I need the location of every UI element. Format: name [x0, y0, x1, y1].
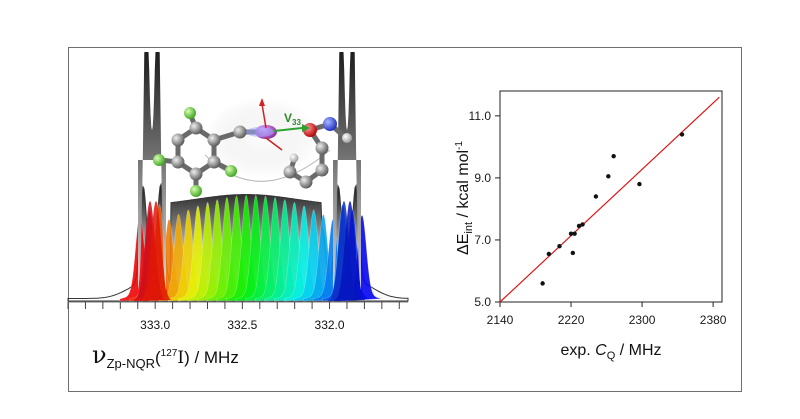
- spectrum-tick-label: 332.5: [227, 318, 257, 332]
- scatter-point: [611, 153, 616, 159]
- scatter-y-tick-label: 9.0: [474, 171, 491, 185]
- scatter-y-tick-label: 11.0: [469, 109, 492, 123]
- scatter-y-tick-label: 7.0: [474, 233, 491, 247]
- spectrum-edge-peak: [140, 201, 172, 301]
- spectrum-area-layers: [67, 52, 409, 302]
- red-axis-arrow: [261, 103, 267, 129]
- scatter-x-tick-label: 2380: [700, 313, 727, 327]
- scatter-y-axis-label: ΔEint / kcal mol-1: [454, 141, 475, 255]
- spectrum-x-axis-label: νZp-NQR(127I) / MHz: [92, 341, 239, 371]
- scatter-point: [568, 231, 574, 236]
- scatter-x-axis-label: exp. CQ / MHz: [560, 342, 661, 362]
- scatter-x-tick-label: 2140: [487, 313, 514, 327]
- scatter-points: [540, 132, 685, 286]
- nitrogen-atom: [323, 117, 337, 131]
- spectrum-tick-label: 333.0: [140, 318, 170, 332]
- scatter-point: [679, 132, 685, 137]
- scatter-point: [593, 194, 599, 199]
- scatter-point: [572, 231, 577, 236]
- v33-arrow: [273, 127, 303, 132]
- scatter-plot-area: [499, 90, 723, 303]
- scatter-point: [540, 281, 545, 286]
- v33-arrowhead: [302, 124, 310, 132]
- spectrum-right-horn: [333, 52, 361, 291]
- spectrum-edge-peak: [334, 201, 366, 301]
- scatter-point: [557, 243, 562, 249]
- scatter-point: [546, 251, 552, 257]
- scatter-y-tick-label: 5.0: [474, 295, 491, 309]
- scatter-x-tick-label: 2300: [629, 313, 656, 327]
- scatter-panel: 2140 2220 2300 2380 5.0 7.0 9.0 11.0 exp. CQ / …: [454, 90, 727, 362]
- scatter-ticks: 2140 2220 2300 2380 5.0 7.0 9.0 11.0: [469, 109, 727, 327]
- scatter-x-tick-label: 2220: [558, 313, 585, 327]
- scatter-point: [570, 250, 576, 256]
- spectrum-tick-label: 332.0: [315, 318, 345, 332]
- regression-line: [499, 96, 720, 303]
- fluorine-atom: [190, 185, 202, 197]
- scatter-point: [606, 174, 611, 179]
- red-axis-arrow-2: [265, 137, 283, 151]
- scatter-point: [576, 223, 582, 229]
- fluorine-atom: [184, 107, 196, 119]
- fluorine-atom: [153, 154, 165, 166]
- scatter-point: [637, 181, 642, 187]
- molecule-illustration: V33: [153, 98, 352, 197]
- spectrum-x-ticks: 333.0 332.5 332.0: [67, 302, 400, 332]
- v33-label: V33: [284, 111, 301, 127]
- spectrum-left-horn: [138, 52, 166, 291]
- nqr-spectrum-panel: V33 333.0 332.5 332.0 νZp-NQR(127I) / MHz: [67, 52, 409, 371]
- sigma-hole-lobe: [246, 127, 274, 137]
- fluorine-atom: [225, 165, 237, 177]
- scatter-point: [580, 222, 585, 227]
